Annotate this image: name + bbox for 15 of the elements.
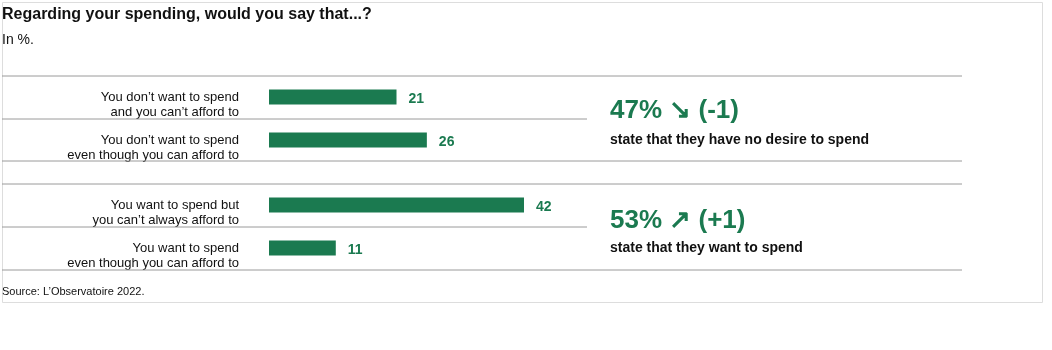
data-label: 26 <box>438 133 455 149</box>
data-label: 42 <box>536 198 552 214</box>
data-label: 21 <box>408 90 425 106</box>
source-note: Source: L’Observatoire 2022. <box>2 285 145 297</box>
text: state that they have no desire to spend <box>610 131 870 147</box>
data-label: 11 <box>347 241 363 257</box>
text: 47% ↘ (-1) <box>610 94 739 124</box>
text: 53% ↗ (+1) <box>610 204 746 234</box>
y-tick-label: You don’t want to spend even though you can afford to <box>67 132 239 162</box>
y-tick-label: You don’t want to spend and you can’t afford to <box>100 89 239 119</box>
y-tick-label: You want to spend but you can’t always afford to <box>92 197 240 227</box>
text: In %. <box>2 31 34 47</box>
y-tick-label: You want to spend even though you can afford to <box>67 240 239 270</box>
chart-title: Regarding your spending, would you say that...? <box>2 5 372 22</box>
text: state that they want to spend <box>610 239 803 255</box>
